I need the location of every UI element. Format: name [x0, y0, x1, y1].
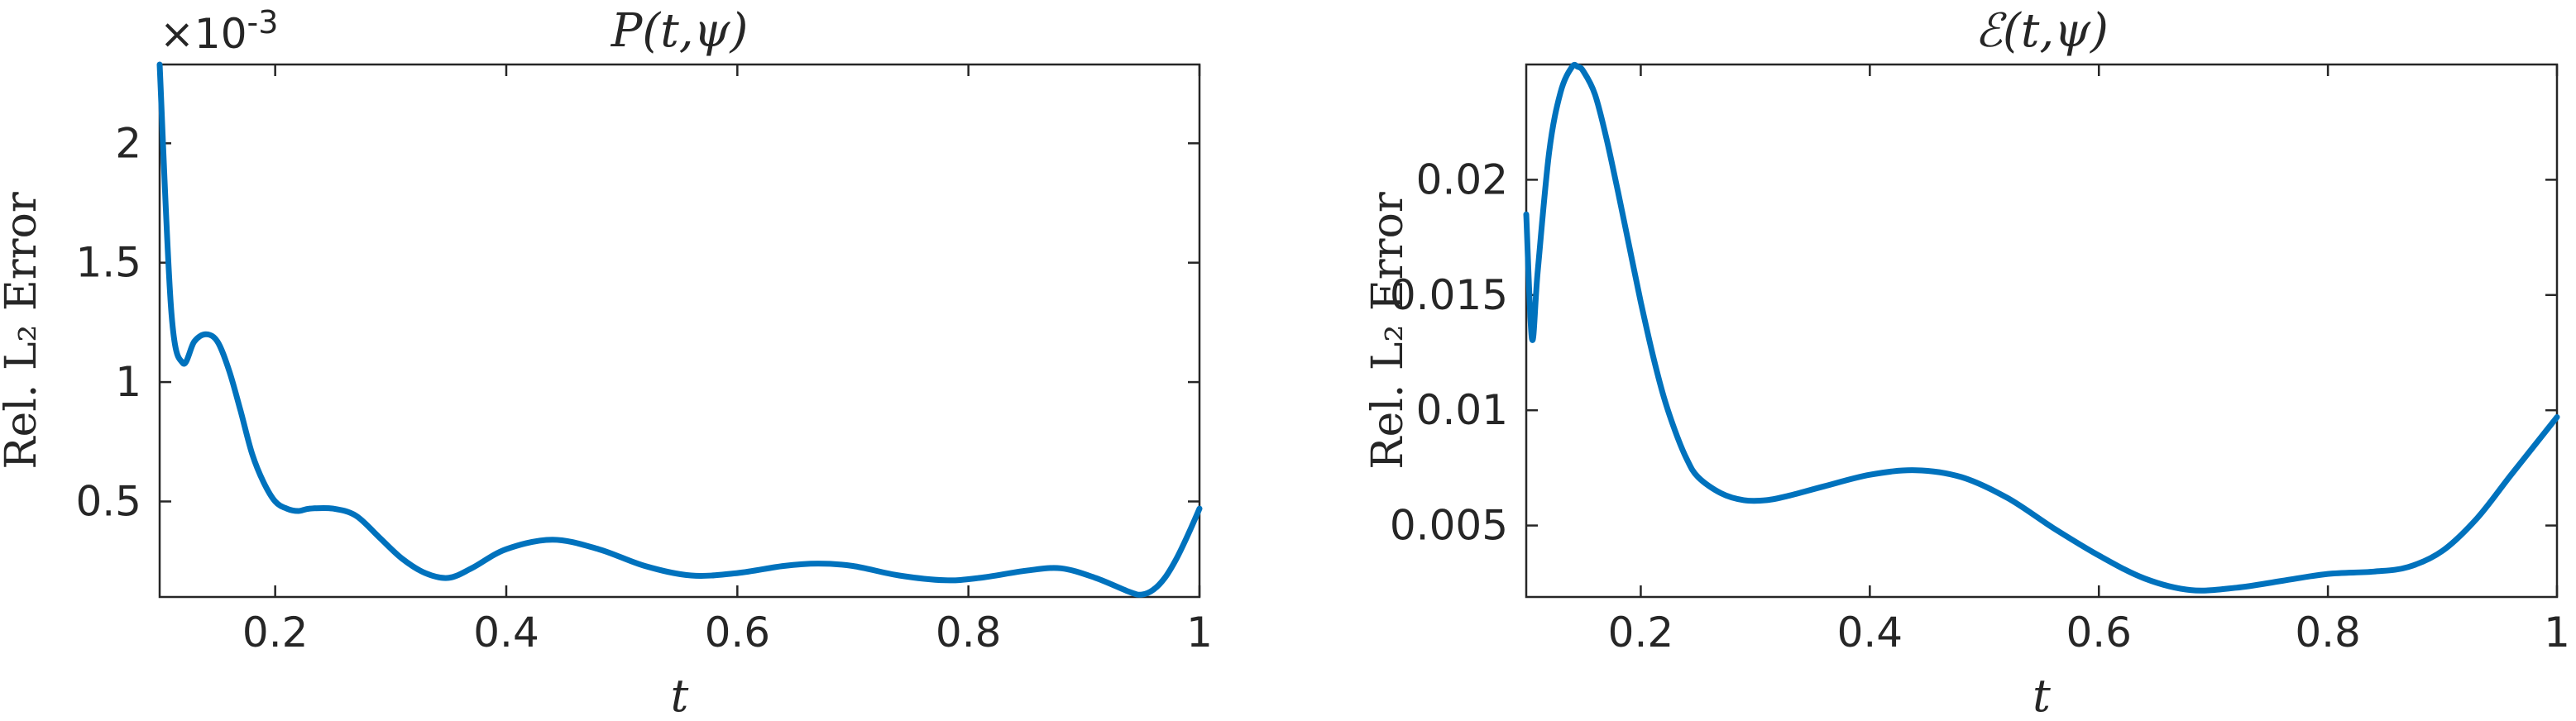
chart-title: ℰ(t,ψ) — [1975, 4, 2109, 58]
chart-panel-p: 0.2 0.4 0.6 0.8 1 0.5 1 1.5 2 P(t,ψ) t Rel. L₂ … — [0, 4, 1213, 721]
plot-frame — [1525, 63, 2559, 599]
y-tick-label: 0.01 — [1416, 386, 1508, 434]
x-tick-label: 0.6 — [2066, 609, 2132, 657]
series-line — [156, 61, 1203, 598]
y-tick-label: 1 — [115, 358, 141, 406]
x-tick-label: 0.2 — [1608, 609, 1674, 657]
x-tick-label: 0.8 — [936, 609, 1002, 657]
y-axis-label: Rel. L₂ Error — [0, 192, 46, 470]
x-tick-label: 0.4 — [473, 609, 539, 657]
x-axis-label: t — [2033, 670, 2051, 721]
x-tick-label: 0.8 — [2295, 609, 2361, 657]
x-tick-label: 0.4 — [1837, 609, 1903, 657]
y-axis-exponent: ×10-3 — [160, 4, 278, 58]
x-tick-label: 0.2 — [242, 609, 309, 657]
y-axis-label: Rel. L₂ Error — [1363, 192, 1413, 470]
exponent-power: -3 — [247, 4, 279, 41]
exponent-base: ×10 — [160, 10, 247, 58]
y-tick-label: 0.5 — [75, 477, 141, 525]
series-line — [1523, 61, 2560, 594]
x-tick-label: 0.6 — [705, 609, 771, 657]
chart-title: P(t,ψ) — [610, 4, 749, 58]
y-tick-labels: 0.005 0.01 0.015 0.02 — [1390, 155, 1508, 549]
y-tick-label: 0.015 — [1390, 271, 1508, 319]
y-tick-label: 2 — [115, 119, 141, 167]
x-tick-label: 1 — [2544, 609, 2570, 657]
x-tick-labels: 0.2 0.4 0.6 0.8 1 — [242, 609, 1213, 657]
plot-frame — [158, 63, 1201, 599]
tick-marks — [160, 64, 1201, 597]
x-tick-label: 1 — [1186, 609, 1213, 657]
y-tick-label: 0.02 — [1416, 155, 1508, 203]
y-tick-labels: 0.5 1 1.5 2 — [75, 119, 141, 525]
y-tick-label: 0.005 — [1390, 502, 1508, 550]
x-tick-labels: 0.2 0.4 0.6 0.8 1 — [1608, 609, 2570, 657]
y-tick-label: 1.5 — [75, 239, 141, 287]
x-axis-label: t — [671, 670, 689, 721]
